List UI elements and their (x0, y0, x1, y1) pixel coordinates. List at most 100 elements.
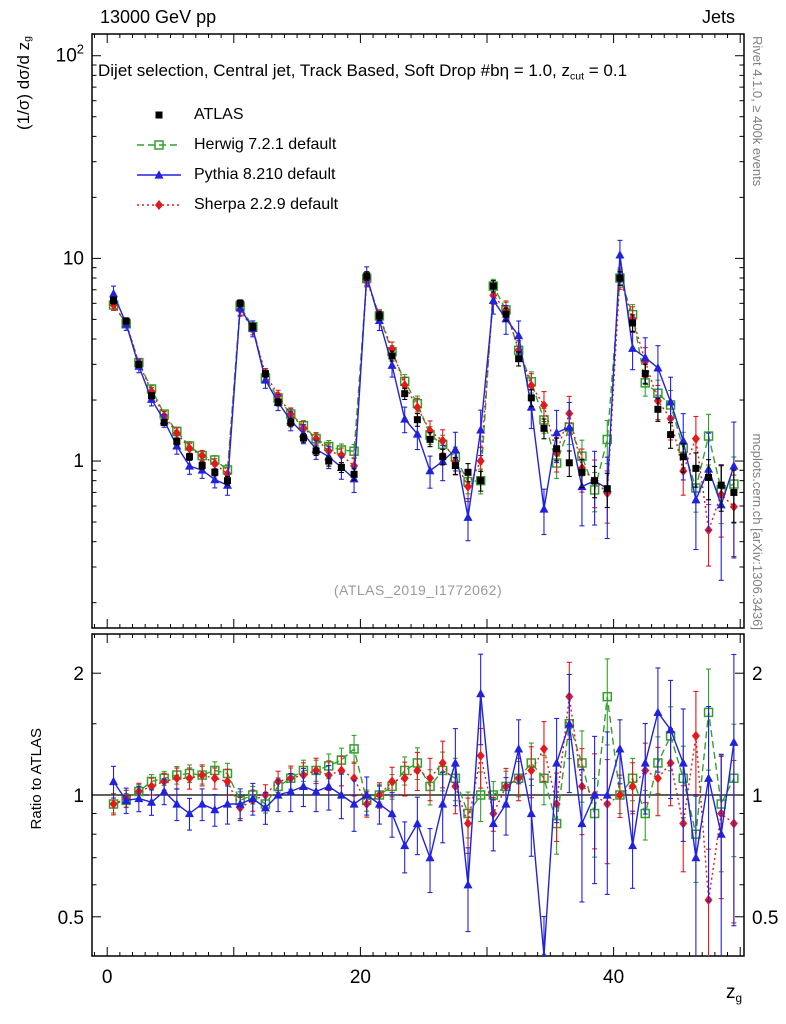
pythia-ratio-series (109, 653, 739, 956)
triangle-filled-marker (387, 360, 397, 369)
triangle-filled-marker (109, 288, 119, 298)
diamond-filled-marker (476, 750, 485, 761)
ratio-y-tick-label-left: 1 (73, 786, 84, 807)
square-filled-marker (603, 485, 611, 493)
square-filled-marker (515, 355, 523, 363)
square-filled-marker (667, 431, 675, 439)
plot-title-tail: = 0.1 (584, 61, 628, 80)
square-open-marker (349, 744, 359, 754)
square-open-marker (349, 446, 359, 456)
square-filled-marker (312, 447, 320, 455)
main-panel-frame (91, 33, 745, 629)
diamond-filled-marker (312, 765, 321, 776)
legend-label-herwig: Herwig 7.2.1 default (194, 136, 337, 153)
triangle-filled-marker (109, 776, 119, 786)
legend-item-herwig: Herwig 7.2.1 default (136, 130, 338, 160)
diamond-filled-marker (413, 402, 422, 413)
triangle-filled-marker (412, 818, 422, 828)
square-filled-marker (553, 445, 561, 453)
triangle-filled-marker (653, 363, 663, 372)
square-filled-marker (540, 424, 548, 432)
triangle-filled-marker (210, 804, 220, 814)
diamond-filled-marker (413, 765, 422, 776)
triangle-filled-marker (235, 799, 245, 808)
diamond-filled-marker (210, 773, 219, 784)
square-filled-marker (337, 463, 345, 471)
main-y-tick-label: 1 (73, 451, 84, 472)
triangle-filled-marker (488, 818, 498, 828)
ratio-y-tick-label-right: 0.5 (752, 908, 778, 929)
square-filled-marker (464, 468, 472, 476)
diamond-filled-marker (539, 743, 548, 754)
square-filled-marker (350, 470, 358, 478)
triangle-filled-marker (552, 758, 562, 767)
sherpa-marker-icon (137, 200, 181, 210)
square-filled-marker (717, 481, 725, 489)
triangle-filled-marker (590, 790, 600, 799)
square-filled-marker (616, 274, 624, 282)
square-open-marker (475, 790, 486, 800)
square-filled-marker (287, 418, 295, 426)
triangle-filled-marker (197, 799, 207, 808)
triangle-filled-marker (159, 786, 169, 796)
triangle-filled-marker (729, 461, 739, 470)
square-filled-marker (654, 405, 662, 413)
square-filled-marker (236, 299, 244, 307)
square-open-marker (602, 434, 613, 445)
x-tick-label: 20 (350, 967, 371, 988)
square-filled-marker (249, 323, 257, 331)
square-filled-marker (299, 434, 307, 442)
triangle-filled-marker (273, 790, 283, 799)
diamond-filled-marker (438, 435, 447, 446)
diamond-filled-marker (155, 200, 163, 210)
triangle-filled-marker (653, 707, 663, 717)
square-filled-marker (565, 459, 573, 467)
legend-label-atlas: ATLAS (194, 106, 244, 123)
sherpa-line (112, 277, 735, 531)
beam-energy-label: 13000 GeV pp (100, 7, 217, 27)
diamond-filled-marker (400, 773, 409, 784)
triangle-filled-marker (716, 829, 726, 838)
atlas-marker-icon (155, 111, 163, 119)
legend-label-sherpa: Sherpa 2.2.9 default (194, 196, 339, 213)
diamond-filled-marker (172, 773, 181, 784)
x-axis-label: zg (726, 982, 742, 1005)
triangle-filled-marker (602, 790, 612, 799)
triangle-filled-marker (154, 170, 164, 179)
diamond-filled-marker (426, 773, 435, 784)
triangle-filled-marker (678, 435, 688, 445)
triangle-filled-marker (704, 773, 714, 782)
sherpa-ratio-series (109, 661, 738, 956)
square-filled-marker (439, 453, 447, 461)
triangle-filled-marker (541, 951, 547, 956)
triangle-filled-marker (412, 429, 422, 438)
triangle-filled-marker (324, 781, 334, 791)
triangle-filled-marker (514, 744, 524, 753)
triangle-filled-marker (691, 852, 701, 862)
diamond-filled-marker (691, 730, 700, 741)
diamond-filled-marker (615, 790, 624, 800)
square-open-marker (154, 140, 164, 150)
triangle-filled-marker (134, 793, 144, 803)
legend-item-sherpa: Sherpa 2.2.9 default (136, 190, 338, 220)
square-filled-marker (730, 488, 738, 496)
square-filled-marker (388, 352, 396, 360)
square-filled-marker (160, 418, 168, 426)
triangle-filled-marker (336, 790, 346, 799)
triangle-filled-marker (172, 799, 182, 808)
ratio-y-tick-label-left: 0.5 (58, 908, 84, 929)
square-filled-marker (451, 462, 459, 470)
square-filled-marker (502, 310, 510, 318)
pythia-main-series (109, 239, 739, 581)
main-y-axis-label: (1/σ) dσ/d zg (14, 36, 34, 130)
diamond-filled-marker (109, 799, 118, 810)
diamond-filled-marker (312, 433, 321, 444)
main-y-axis-label-subscript: g (21, 36, 34, 42)
diamond-filled-marker (210, 458, 219, 469)
triangle-filled-marker (400, 840, 410, 850)
diamond-filled-marker (223, 776, 232, 787)
mcplots-arxiv-note: mcplots.cern.ch [arXiv:1306.3436] (750, 433, 765, 630)
triangle-filled-marker (450, 758, 460, 767)
diamond-filled-marker (691, 433, 700, 444)
